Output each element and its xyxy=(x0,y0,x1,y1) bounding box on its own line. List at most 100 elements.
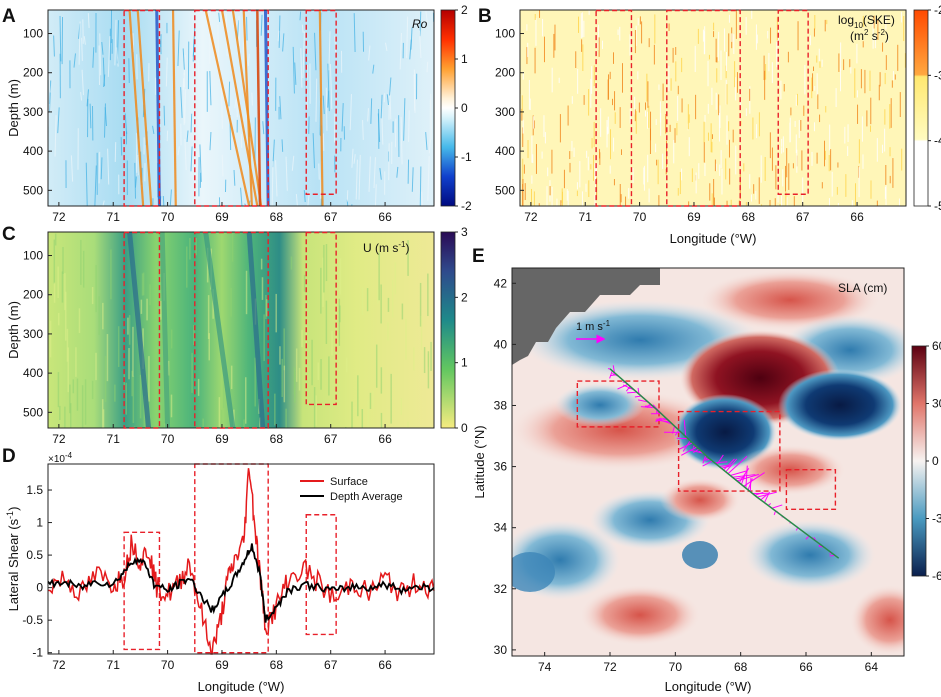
xtick-label: 70 xyxy=(161,210,175,224)
xtick-label: 68 xyxy=(742,210,756,224)
field-streak xyxy=(294,62,297,85)
field-streak xyxy=(184,138,187,171)
ytick-label: 100 xyxy=(23,27,43,41)
field-streak xyxy=(169,189,172,206)
field-streak xyxy=(396,166,399,178)
colorbar-tick-label: -1 xyxy=(461,150,472,164)
field-streak xyxy=(358,154,361,200)
velocity-vector xyxy=(721,465,730,469)
xtick-label: 64 xyxy=(865,660,879,674)
panel-c-yticks: 100 200 300 400 500 xyxy=(23,249,52,419)
colorbar-tick-label: -60 xyxy=(932,569,941,583)
field-streak xyxy=(182,48,185,70)
xtick-label: 71 xyxy=(107,210,121,224)
xtick-label: 69 xyxy=(215,432,229,446)
ro-filament xyxy=(242,9,253,207)
field-streak xyxy=(362,120,364,140)
field-streak xyxy=(282,33,285,52)
field-streak xyxy=(194,165,197,185)
field-streak xyxy=(262,121,265,135)
velocity-vector xyxy=(763,491,770,503)
ytick-label: 200 xyxy=(23,288,43,302)
velocity-vector xyxy=(617,383,629,390)
velocity-vector xyxy=(730,470,748,476)
field-streak xyxy=(427,156,430,201)
field-streak xyxy=(59,15,62,62)
ytick-label: 400 xyxy=(495,144,515,158)
highlight-box xyxy=(194,9,269,207)
xtick-label: 69 xyxy=(215,210,229,224)
field-streak xyxy=(327,63,330,112)
velocity-vector xyxy=(658,417,668,421)
panel-b-title-line2: (m2 s-2) xyxy=(850,28,889,43)
velocity-vector xyxy=(625,386,631,392)
panel-a-letter: A xyxy=(2,6,16,27)
highlight-box xyxy=(677,410,781,492)
highlight-box xyxy=(194,231,269,429)
highlight-box xyxy=(305,514,337,636)
field-streak xyxy=(247,53,250,66)
field-streak xyxy=(419,30,422,58)
xtick-label: 68 xyxy=(270,658,284,672)
colorbar-tick-label: 0 xyxy=(461,101,468,115)
field-streak xyxy=(120,137,123,156)
panel-b-xlabel: Longitude (°W) xyxy=(670,231,757,246)
velocity-vector xyxy=(740,473,746,485)
field-streak xyxy=(116,47,119,67)
xtick-label: 67 xyxy=(324,432,338,446)
colorbar-tick-label: 0 xyxy=(461,421,468,435)
highlight-box xyxy=(576,380,660,428)
sla-feature xyxy=(660,478,740,522)
u-jet xyxy=(127,231,152,429)
field-streak xyxy=(278,15,281,48)
field-streak xyxy=(190,146,193,172)
field-streak xyxy=(355,159,358,200)
field-streak xyxy=(78,21,81,65)
field-streak xyxy=(240,187,243,207)
field-streak xyxy=(384,42,388,51)
u-jet xyxy=(159,231,171,429)
velocity-vector xyxy=(656,418,673,425)
panel-c-xticks: 72 71 70 69 68 67 66 xyxy=(52,424,392,446)
ro-filament xyxy=(128,9,145,207)
ytick-label: 36 xyxy=(494,460,508,474)
xtick-label: 66 xyxy=(378,210,392,224)
velocity-vector xyxy=(719,464,732,467)
velocity-vector xyxy=(727,456,748,475)
panel-d-scale: ×10-4 xyxy=(48,451,73,465)
field-streak xyxy=(368,156,371,192)
xtick-label: 72 xyxy=(603,660,617,674)
field-streak xyxy=(218,12,221,22)
field-streak xyxy=(94,165,97,207)
field-streak xyxy=(425,10,428,23)
colorbar-tick-label: -30 xyxy=(932,512,941,526)
field-streak xyxy=(165,57,168,87)
ytick-label: 100 xyxy=(495,27,515,41)
field-streak xyxy=(411,167,414,192)
field-streak xyxy=(277,30,280,42)
highlight-box xyxy=(595,9,633,207)
field-streak xyxy=(186,130,189,142)
velocity-vector xyxy=(702,460,713,467)
field-streak xyxy=(315,78,318,122)
field-streak xyxy=(124,113,128,135)
highlight-box xyxy=(123,231,161,429)
panel-b-title-line1: log10(SKE) xyxy=(838,13,895,30)
panel-e-frame xyxy=(511,267,905,657)
panel-d-xlabel: Longitude (°W) xyxy=(198,679,285,694)
velocity-vector xyxy=(640,406,655,409)
field-streak xyxy=(260,14,263,36)
xtick-label: 72 xyxy=(524,210,538,224)
panel-e-colorbar-ticks: 60 30 0 -30 -60 xyxy=(926,339,941,583)
sla-feature xyxy=(745,520,875,590)
panel-c-letter: C xyxy=(2,224,16,245)
velocity-vector xyxy=(725,458,738,473)
field-streak xyxy=(163,105,166,126)
field-streak xyxy=(353,154,356,164)
panel-d-xticks: 72 71 70 69 68 67 66 xyxy=(52,650,392,672)
ytick-label: -0.5 xyxy=(22,613,43,627)
panel-a-title: Ro xyxy=(412,17,428,31)
panel-d-letter: D xyxy=(2,446,16,467)
velocity-vector xyxy=(638,399,648,403)
